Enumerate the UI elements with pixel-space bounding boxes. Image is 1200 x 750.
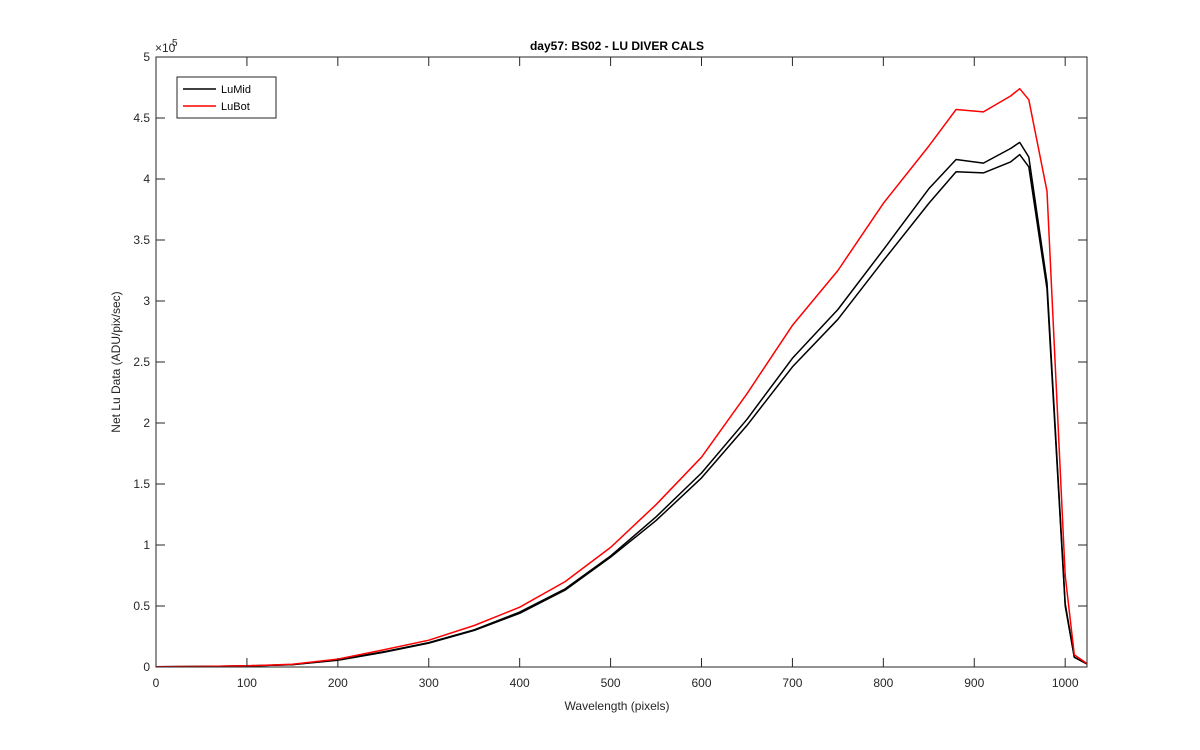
axes: 0 100 200 300 400 500 600 700 800 900 1000 0 0.5 1 1.5… [133, 50, 1088, 690]
y-axis-exponent: ×10 5 [155, 38, 178, 55]
legend-label-lumid: LuMid [221, 84, 251, 96]
x-tick-label: 100 [237, 676, 257, 690]
x-tick-label: 400 [510, 676, 530, 690]
series-line-lumid-1 [155, 141, 1088, 668]
legend-box [176, 76, 277, 119]
y-tick-label: 4 [143, 172, 150, 186]
y-exponent-power: 5 [172, 38, 178, 49]
x-tick-label: 200 [328, 676, 348, 690]
y-tick-label: 0 [143, 660, 150, 674]
x-tick-label: 700 [782, 676, 802, 690]
y-tick-label: 2.5 [133, 355, 150, 369]
y-tick-label: 5 [143, 50, 150, 64]
y-axis-label: Net Lu Data (ADU/pix/sec) [109, 291, 123, 432]
x-tick-label: 1000 [1052, 676, 1079, 690]
chart-title: day57: BS02 - LU DIVER CALS [530, 39, 704, 53]
y-exponent-base: ×10 [155, 41, 176, 55]
y-tick-label: 2 [143, 416, 150, 430]
x-tick-label: 600 [691, 676, 711, 690]
y-tick-label: 4.5 [133, 111, 150, 125]
plot-area [155, 87, 1088, 668]
legend: LuMid LuBot [176, 76, 277, 119]
series-line-lubot-2 [155, 87, 1088, 668]
y-tick-label: 3 [143, 294, 150, 308]
y-tick-label: 0.5 [133, 599, 150, 613]
x-tick-label: 500 [601, 676, 621, 690]
y-tick-label: 1.5 [133, 477, 150, 491]
x-axis-label: Wavelength (pixels) [565, 699, 670, 713]
legend-label-lubot: LuBot [221, 101, 250, 113]
x-tick-label: 0 [153, 676, 160, 690]
x-tick-label: 800 [873, 676, 893, 690]
x-tick-label: 300 [419, 676, 439, 690]
x-tick-label: 900 [964, 676, 984, 690]
y-tick-label: 3.5 [133, 233, 150, 247]
y-tick-label: 1 [143, 538, 150, 552]
